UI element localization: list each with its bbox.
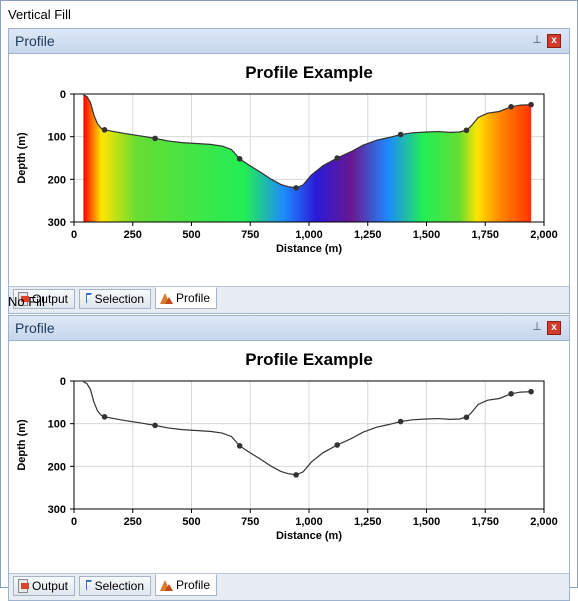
chart-title: Profile Example <box>245 63 373 82</box>
tab-output[interactable]: Output <box>13 289 75 309</box>
profile-point <box>236 443 243 449</box>
profile-icon <box>160 291 173 305</box>
panel-title: Profile <box>15 33 55 49</box>
pin-icon[interactable]: ⊥ <box>532 321 542 333</box>
profile-point <box>397 418 404 425</box>
tab-selection-label: Selection <box>94 292 144 306</box>
output-icon <box>18 579 29 593</box>
tab-profile-label: Profile <box>175 291 210 305</box>
plot-frame <box>73 93 545 223</box>
plot-frame <box>73 380 545 510</box>
panel-titlebar[interactable]: Profile ⊥ x <box>9 29 569 54</box>
y-tick-label: 0 <box>60 89 66 101</box>
selection-icon <box>84 579 92 593</box>
profile-point <box>463 414 470 421</box>
tab-output[interactable]: Output <box>13 576 75 596</box>
chart-area: Profile Example 0 250 500 750 1,000 1,250 1,500… <box>9 54 569 286</box>
x-tick-label: 750 <box>241 229 259 241</box>
x-tick-label: 250 <box>124 516 142 528</box>
x-tick-label: 1,750 <box>471 229 499 241</box>
y-axis-label: Depth (m) <box>16 419 28 471</box>
x-tick-label: 1,750 <box>471 516 499 528</box>
panel-titlebar[interactable]: Profile ⊥ x <box>9 316 569 341</box>
output-icon <box>18 292 29 306</box>
section-label-no-fill: No Fill <box>8 294 45 309</box>
x-tick-label: 2,000 <box>530 516 558 528</box>
profile-line <box>83 381 532 476</box>
x-tick-label: 250 <box>124 229 142 241</box>
x-tick-label: 500 <box>182 229 200 241</box>
profile-icon <box>160 578 173 592</box>
y-tick-label: 0 <box>60 376 66 388</box>
x-tick-label: 1,500 <box>413 516 441 528</box>
tab-selection[interactable]: Selection <box>79 289 151 309</box>
profile-point <box>293 472 299 478</box>
section-label-vertical-fill: Vertical Fill <box>8 7 71 22</box>
x-axis-label: Distance (m) <box>276 530 342 542</box>
x-tick-label: 1,250 <box>354 516 382 528</box>
panel-title: Profile <box>15 320 55 336</box>
profile-chart-vertical-fill: Profile Example 0 250 500 750 1,000 1,250 1,500… <box>16 63 558 255</box>
tab-profile[interactable]: Profile <box>155 574 217 596</box>
x-tick-label: 1,000 <box>295 229 323 241</box>
profile-point <box>236 156 243 162</box>
y-tick-label: 100 <box>48 132 66 144</box>
tab-profile[interactable]: Profile <box>155 287 217 309</box>
profile-point <box>101 414 108 420</box>
profile-fill-area <box>83 94 532 222</box>
y-tick-label: 300 <box>48 217 66 229</box>
x-tick-label: 1,250 <box>354 229 382 241</box>
profile-line <box>83 94 532 189</box>
profile-point <box>334 442 341 448</box>
pin-icon[interactable]: ⊥ <box>532 34 542 46</box>
tab-output-label: Output <box>31 292 68 306</box>
profile-point <box>334 155 341 161</box>
x-tick-label: 1,000 <box>295 516 323 528</box>
tab-selection[interactable]: Selection <box>79 576 151 596</box>
panel-tabstrip: Output Selection Profile <box>9 286 569 313</box>
profile-panel-vertical-fill: Profile ⊥ x Profile Example 0 250 500 750 1,0… <box>8 28 570 314</box>
close-icon[interactable]: x <box>547 321 561 335</box>
profile-point <box>528 388 534 395</box>
x-tick-label: 0 <box>71 516 77 528</box>
chart-area: Profile Example 0 250 500 750 1,000 1,250 1,500… <box>9 341 569 573</box>
x-tick-label: 750 <box>241 516 259 528</box>
profile-point <box>152 135 158 142</box>
chart-title: Profile Example <box>245 350 373 369</box>
tab-selection-label: Selection <box>94 579 144 593</box>
y-tick-label: 100 <box>48 419 66 431</box>
x-tick-label: 0 <box>71 229 77 241</box>
y-tick-label: 200 <box>48 461 66 473</box>
profile-chart-no-fill: Profile Example 0 250 500 750 1,000 1,250 1,500… <box>16 350 558 542</box>
x-tick-label: 1,500 <box>413 229 441 241</box>
profile-point <box>528 101 534 108</box>
profile-point <box>293 185 299 191</box>
y-tick-label: 200 <box>48 174 66 186</box>
x-axis-label: Distance (m) <box>276 243 342 255</box>
profile-point <box>508 391 514 397</box>
y-axis-label: Depth (m) <box>16 132 28 184</box>
tab-output-label: Output <box>31 579 68 593</box>
y-tick-label: 300 <box>48 504 66 516</box>
profile-point <box>508 104 514 110</box>
panel-tabstrip: Output Selection Profile <box>9 573 569 600</box>
profile-point <box>101 127 108 133</box>
selection-icon <box>84 292 92 306</box>
profile-point <box>152 422 158 429</box>
profile-point <box>463 127 470 134</box>
close-icon[interactable]: x <box>547 34 561 48</box>
tab-profile-label: Profile <box>175 578 210 592</box>
x-tick-label: 2,000 <box>530 229 558 241</box>
profile-point <box>397 131 404 138</box>
profile-panel-no-fill: Profile ⊥ x Profile Example 0 250 500 750 1,0… <box>8 315 570 601</box>
x-tick-label: 500 <box>182 516 200 528</box>
